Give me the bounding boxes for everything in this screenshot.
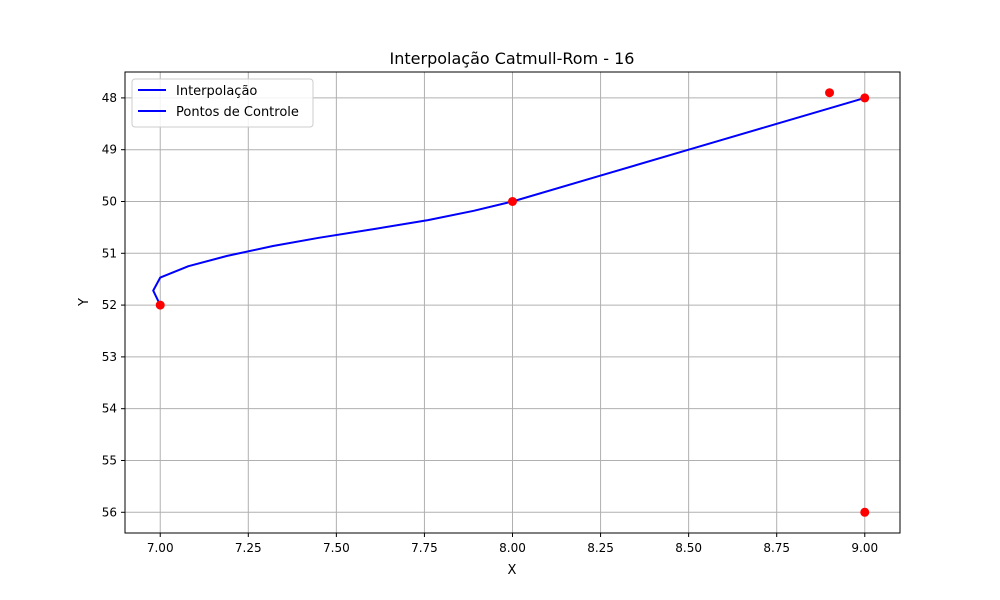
x-tick-label: 9.00 — [851, 541, 878, 555]
y-axis-label: Y — [77, 298, 92, 307]
legend-box — [131, 78, 314, 128]
x-tick-label: 8.25 — [587, 541, 614, 555]
series-layer — [152, 88, 870, 517]
interpolation-line — [152, 96, 866, 306]
x-tick-label: 7.00 — [147, 541, 174, 555]
y-tick-label: 55 — [102, 453, 117, 467]
y-tick-label: 56 — [102, 505, 117, 519]
control-point — [825, 88, 835, 98]
x-tick-label: 7.75 — [411, 541, 438, 555]
x-tick-label: 8.75 — [763, 541, 790, 555]
legend-label-pontos: Pontos de Controle — [176, 105, 299, 120]
x-tick-label: 7.25 — [235, 541, 262, 555]
x-axis-label: X — [508, 563, 517, 578]
y-tick-label: 50 — [102, 194, 117, 208]
x-tick-label: 7.50 — [323, 541, 350, 555]
y-tick-label: 51 — [102, 246, 117, 260]
legend-label-interpolacao: Interpolação — [176, 84, 257, 99]
y-tick-label: 52 — [102, 298, 117, 312]
legend: Interpolação Pontos de Controle — [131, 78, 314, 128]
control-point — [860, 507, 870, 517]
x-tick-label: 8.00 — [499, 541, 526, 555]
control-point — [860, 93, 870, 103]
x-tick-label: 8.50 — [675, 541, 702, 555]
chart-title: Interpolação Catmull-Rom - 16 — [390, 49, 635, 68]
y-tick-label: 48 — [102, 91, 117, 105]
control-point — [508, 196, 517, 206]
y-tick-label: 49 — [102, 143, 117, 157]
grid-layer — [125, 72, 900, 533]
tick-layer: 7.00 7.25 7.50 7.75 8.00 8.25 8.50 8.75 9.00 48 49… — [102, 91, 878, 555]
y-tick-label: 53 — [102, 350, 117, 364]
y-tick-label: 54 — [102, 402, 117, 416]
control-point — [155, 300, 165, 310]
